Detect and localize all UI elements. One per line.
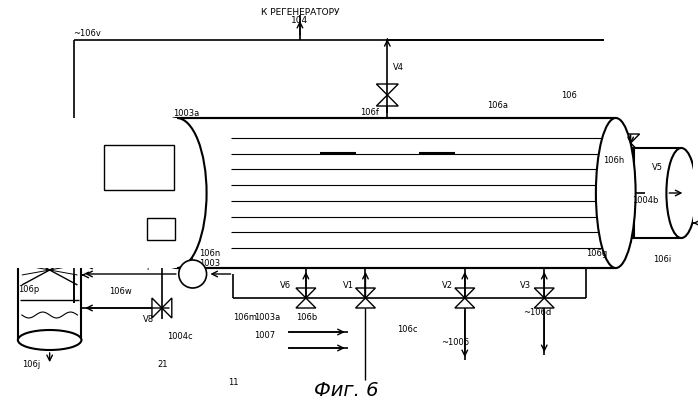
Text: 106s: 106s <box>147 138 168 147</box>
Text: 106c: 106c <box>397 325 418 334</box>
Text: 1003a: 1003a <box>173 109 199 118</box>
Text: 106j: 106j <box>22 360 40 369</box>
Text: 106g: 106g <box>586 249 607 258</box>
Text: 106: 106 <box>561 91 577 100</box>
Text: V2: V2 <box>442 281 453 290</box>
Ellipse shape <box>596 118 636 268</box>
Text: 106p: 106p <box>18 286 39 295</box>
Text: 104: 104 <box>291 16 309 25</box>
Text: V6: V6 <box>280 281 291 290</box>
Text: 106a: 106a <box>487 101 507 110</box>
Bar <box>18 230 82 340</box>
Text: Фиг. 6: Фиг. 6 <box>314 381 379 400</box>
Text: 106b: 106b <box>296 313 317 322</box>
Ellipse shape <box>18 330 82 350</box>
Text: 1007: 1007 <box>254 331 276 340</box>
Bar <box>147 218 174 240</box>
Ellipse shape <box>18 220 82 240</box>
Text: 106h: 106h <box>603 156 624 165</box>
Bar <box>634 148 681 238</box>
Text: ~106d: ~106d <box>524 308 551 317</box>
Text: 106f: 106f <box>360 108 380 117</box>
Bar <box>104 145 174 190</box>
Text: 106i: 106i <box>653 255 671 264</box>
Text: ~106q: ~106q <box>121 260 149 270</box>
Text: ~1006: ~1006 <box>441 338 469 347</box>
Circle shape <box>179 260 207 288</box>
Text: ~106v: ~106v <box>73 29 101 38</box>
Text: V5: V5 <box>651 163 662 172</box>
Text: 1004c: 1004c <box>167 332 193 341</box>
Text: 106n: 106n <box>199 249 220 258</box>
Text: 1003: 1003 <box>199 259 220 268</box>
Ellipse shape <box>667 148 696 238</box>
Text: 11: 11 <box>228 378 239 387</box>
Text: V8: V8 <box>143 315 154 324</box>
Text: УЗЕЛ
КОНТРОЛЯ: УЗЕЛ КОНТРОЛЯ <box>115 158 163 177</box>
Text: V7: V7 <box>61 244 73 253</box>
Text: V3: V3 <box>520 281 531 290</box>
Bar <box>177 118 616 268</box>
Bar <box>0 118 177 268</box>
Text: 21: 21 <box>157 360 168 369</box>
Ellipse shape <box>147 118 207 268</box>
Text: 1004b: 1004b <box>632 196 658 205</box>
Text: 106w: 106w <box>110 287 132 296</box>
Text: 106r: 106r <box>132 208 151 217</box>
Text: 1003a: 1003a <box>254 313 281 322</box>
Text: К РЕГЕНЕРАТОРУ: К РЕГЕНЕРАТОРУ <box>260 8 339 17</box>
Text: V4: V4 <box>393 63 404 72</box>
Text: 106m: 106m <box>233 313 258 322</box>
Text: V1: V1 <box>343 281 354 290</box>
Text: 106k: 106k <box>22 259 43 268</box>
